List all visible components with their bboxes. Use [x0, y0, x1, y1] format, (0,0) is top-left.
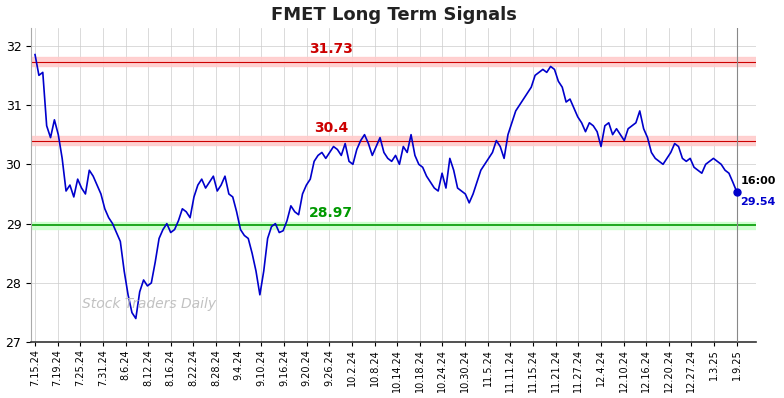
Bar: [31, 57, 756, 66]
Text: 16:00: 16:00: [741, 176, 776, 186]
Text: 28.97: 28.97: [310, 206, 354, 220]
Text: 29.54: 29.54: [741, 197, 776, 207]
Text: 30.4: 30.4: [314, 121, 348, 135]
Title: FMET Long Term Signals: FMET Long Term Signals: [270, 6, 517, 23]
Text: Stock Traders Daily: Stock Traders Daily: [82, 297, 216, 311]
Text: 31.73: 31.73: [310, 42, 354, 57]
Bar: [31, 222, 756, 229]
Bar: [31, 136, 756, 145]
